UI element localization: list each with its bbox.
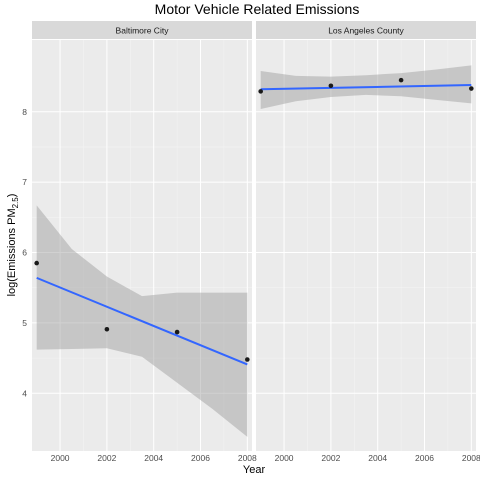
y-tick-labels: 4 5 6 7 8 (22, 107, 27, 399)
data-point-2002 (328, 83, 334, 89)
x-tick-labels: 2000 2002 2004 2006 2008 (51, 453, 257, 463)
panel-background (256, 40, 476, 451)
regression-line (36, 276, 248, 366)
x-tick-label-2008: 2008 (238, 453, 257, 463)
y-tick-label-8: 8 (22, 107, 27, 117)
x-tick-label-2006: 2006 (191, 453, 210, 463)
x-tick-labels: 2000 2002 2004 2006 2008 (275, 453, 480, 463)
y-axis-title-close: ) (6, 194, 18, 198)
chart-title: Motor Vehicle Related Emissions (155, 1, 360, 17)
y-axis-title-main: log(Emissions PM (6, 208, 18, 296)
data-point-1999 (258, 89, 263, 94)
data-point-2008 (245, 357, 250, 362)
data-point-2002 (104, 326, 110, 332)
strip-background (256, 21, 476, 39)
y-axis-title: log(Emissions PM2.5) (6, 194, 20, 297)
x-axis-title: Year (243, 464, 266, 476)
x-tick-label-2008: 2008 (462, 453, 480, 463)
y-tick-label-4: 4 (22, 388, 27, 398)
strip-background (32, 21, 252, 39)
x-tick-label-2002: 2002 (321, 453, 340, 463)
y-tick-label-6: 6 (22, 248, 27, 258)
data-point-2008 (469, 86, 474, 91)
x-tick-label-2004: 2004 (144, 453, 163, 463)
data-points (258, 77, 474, 94)
x-tick-label-2006: 2006 (415, 453, 434, 463)
data-point-1999 (34, 260, 39, 266)
x-tick-label-2002: 2002 (97, 453, 116, 463)
data-points (34, 260, 250, 362)
x-tick-label-2000: 2000 (275, 453, 294, 463)
data-point-2005 (398, 77, 404, 83)
x-tick-label-2000: 2000 (51, 453, 70, 463)
panel-los-angeles-county: Los Angeles County 2000 2002 2004 2006 2008 (256, 21, 480, 463)
grid-lines (32, 40, 252, 451)
fit-line (36, 276, 248, 366)
data-point-2005 (174, 329, 180, 335)
y-tick-label-5: 5 (22, 318, 27, 328)
grid-lines (256, 40, 476, 451)
x-tick-label-2004: 2004 (368, 453, 387, 463)
regression-line (260, 84, 472, 91)
strip-label-baltimore-city: Baltimore City (116, 26, 170, 36)
y-axis-title-subscript: 2.5 (11, 197, 20, 209)
y-tick-label-7: 7 (22, 177, 27, 187)
panel-baltimore-city: Baltimore City 2000 2002 2004 2006 2008 (32, 21, 257, 463)
panel-background (32, 40, 252, 451)
fit-line (260, 84, 472, 91)
strip-label-los-angeles-county: Los Angeles County (328, 26, 404, 36)
